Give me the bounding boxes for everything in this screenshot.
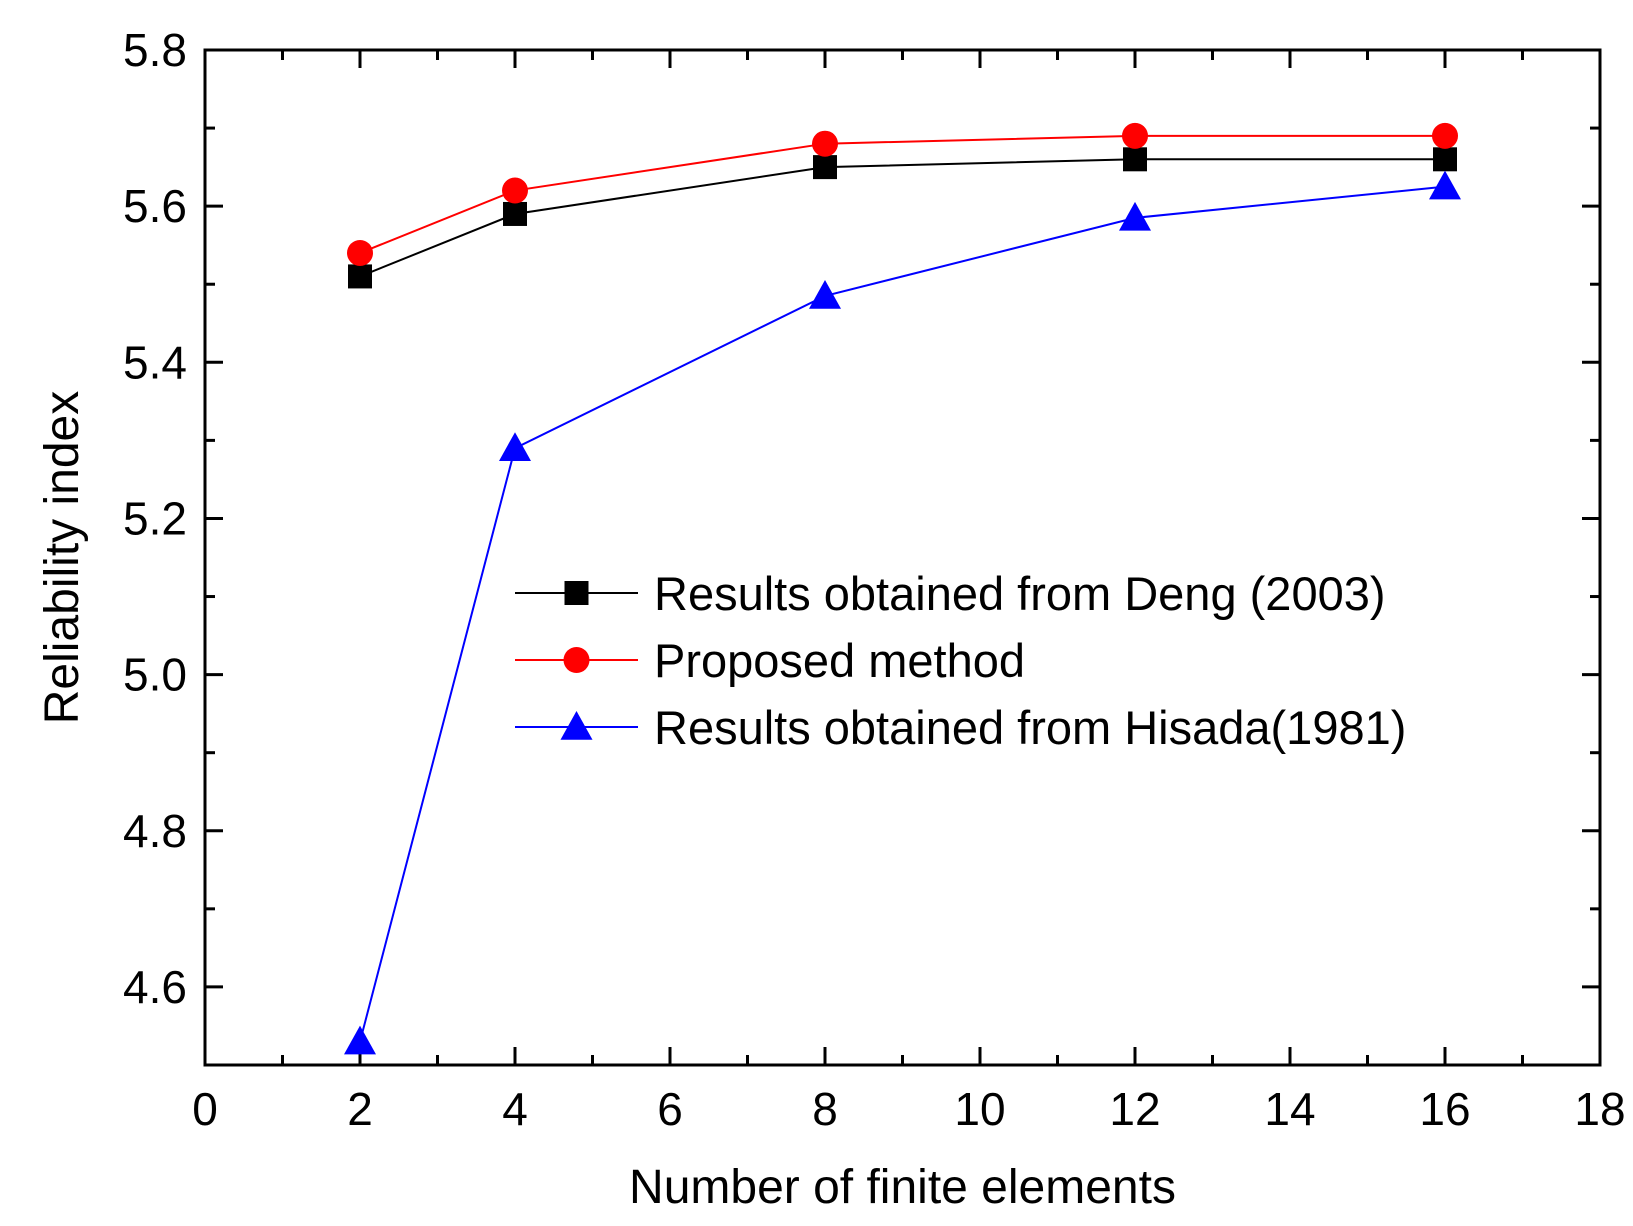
x-axis-title: Number of finite elements [629,1161,1176,1214]
x-tick-label: 0 [192,1083,218,1135]
series-1 [347,122,1458,266]
legend-item: Results obtained from Hisada(1981) [515,701,1406,754]
data-point [809,279,841,309]
data-point [1123,147,1147,172]
data-point [1122,122,1148,149]
legend-marker [564,581,589,605]
series-group [344,122,1461,1055]
data-point [344,1025,376,1055]
legend-marker [563,647,590,673]
legend-item: Results obtained from Deng (2003) [515,567,1386,620]
legend-label: Proposed method [654,634,1025,687]
series-0 [348,147,1457,289]
legend-item: Proposed method [515,634,1025,687]
x-tick-label: 6 [657,1083,683,1135]
x-tick-label: 8 [812,1083,838,1135]
x-tick-label: 10 [954,1083,1005,1135]
data-point [503,201,527,226]
tick-labels: 0 2 4 6 8 10 12 14 16 18 4.6 4.8 5.0 5.2 5.4 5.6 5.8 [123,24,1626,1135]
data-point [1119,201,1151,231]
series-2 [344,170,1461,1055]
data-point [499,432,531,461]
data-point [1433,147,1457,172]
y-tick-label: 5.2 [123,492,187,544]
x-tick-label: 16 [1419,1083,1470,1135]
legend: Results obtained from Deng (2003) Propose… [515,567,1406,754]
x-tick-label: 12 [1109,1083,1160,1135]
data-point [1432,122,1458,149]
y-tick-label: 4.6 [123,961,187,1013]
data-point [347,240,373,266]
y-axis-title: Reliability index [36,391,89,725]
y-tick-label: 5.6 [123,180,187,232]
legend-label: Results obtained from Hisada(1981) [654,701,1406,754]
data-point [813,155,837,180]
data-point [348,264,372,289]
x-tick-label: 4 [502,1083,528,1135]
data-point [812,130,838,157]
legend-marker [560,711,593,740]
y-tick-label: 5.4 [123,336,187,388]
plot-frame [203,48,1602,1067]
x-tick-label: 14 [1264,1083,1315,1135]
axis-ticks [203,48,1602,1067]
x-tick-label: 18 [1574,1083,1625,1135]
data-point [1429,170,1461,200]
data-point [502,177,528,204]
y-tick-label: 4.8 [123,805,187,857]
x-tick-label: 2 [347,1083,373,1135]
y-tick-label: 5.0 [123,649,187,701]
legend-label: Results obtained from Deng (2003) [654,567,1386,620]
y-tick-label: 5.8 [123,24,187,76]
